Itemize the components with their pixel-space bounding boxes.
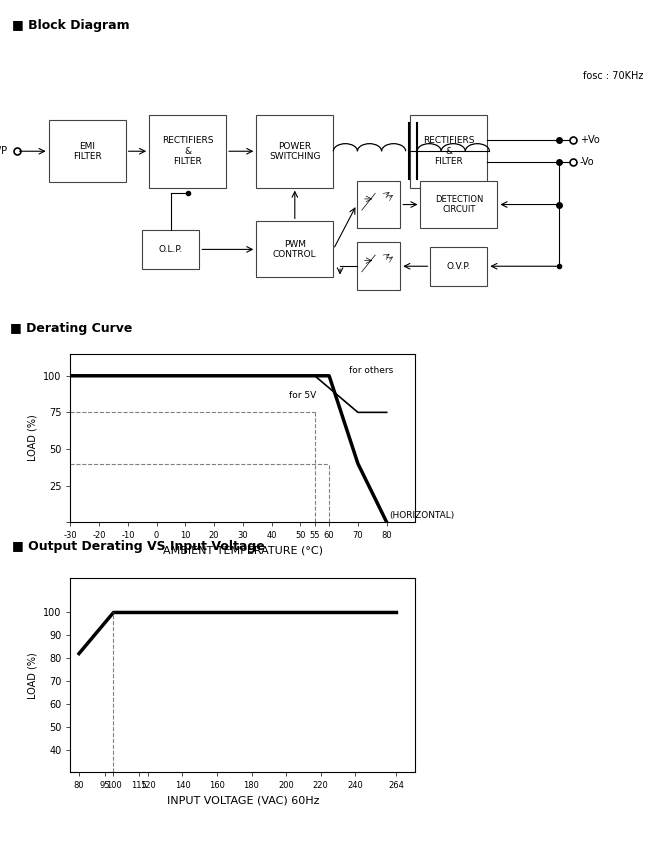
Text: O.L.P.: O.L.P. [159,245,183,254]
Bar [49,120,126,182]
Text: ■ Output Derating VS Input Voltage: ■ Output Derating VS Input Voltage [12,539,265,553]
Text: ■ Derating Curve: ■ Derating Curve [11,322,133,336]
Text: I/P: I/P [0,146,7,156]
Bar [410,115,488,188]
Bar [431,247,488,286]
Text: RECTIFIERS
&
FILTER: RECTIFIERS & FILTER [162,136,213,167]
Text: O.V.P.: O.V.P. [447,261,471,271]
Bar [356,243,400,290]
Text: fosc : 70KHz: fosc : 70KHz [583,71,643,80]
Bar [356,180,400,229]
Bar [256,222,334,278]
Bar [256,115,334,188]
Text: +Vo: +Vo [580,135,599,145]
Text: POWER
SWITCHING: POWER SWITCHING [269,142,320,161]
X-axis label: AMBIENT TEMPERATURE (°C): AMBIENT TEMPERATURE (°C) [163,545,323,556]
Y-axis label: LOAD (%): LOAD (%) [27,414,38,462]
Text: PWM
CONTROL: PWM CONTROL [273,240,317,259]
Text: DETECTION
CIRCUIT: DETECTION CIRCUIT [435,195,483,214]
Y-axis label: LOAD (%): LOAD (%) [27,652,38,699]
Text: ■ Block Diagram: ■ Block Diagram [12,19,129,33]
Text: for others: for others [349,366,393,375]
Bar [149,115,226,188]
Bar [142,230,200,269]
Text: (HORIZONTAL): (HORIZONTAL) [389,511,455,520]
Text: for 5V: for 5V [289,391,316,400]
Bar [421,180,497,229]
X-axis label: INPUT VOLTAGE (VAC) 60Hz: INPUT VOLTAGE (VAC) 60Hz [167,796,319,806]
Text: -Vo: -Vo [580,157,594,167]
Text: EMI
FILTER: EMI FILTER [73,142,101,161]
Text: RECTIFIERS
&
FILTER: RECTIFIERS & FILTER [423,136,474,167]
